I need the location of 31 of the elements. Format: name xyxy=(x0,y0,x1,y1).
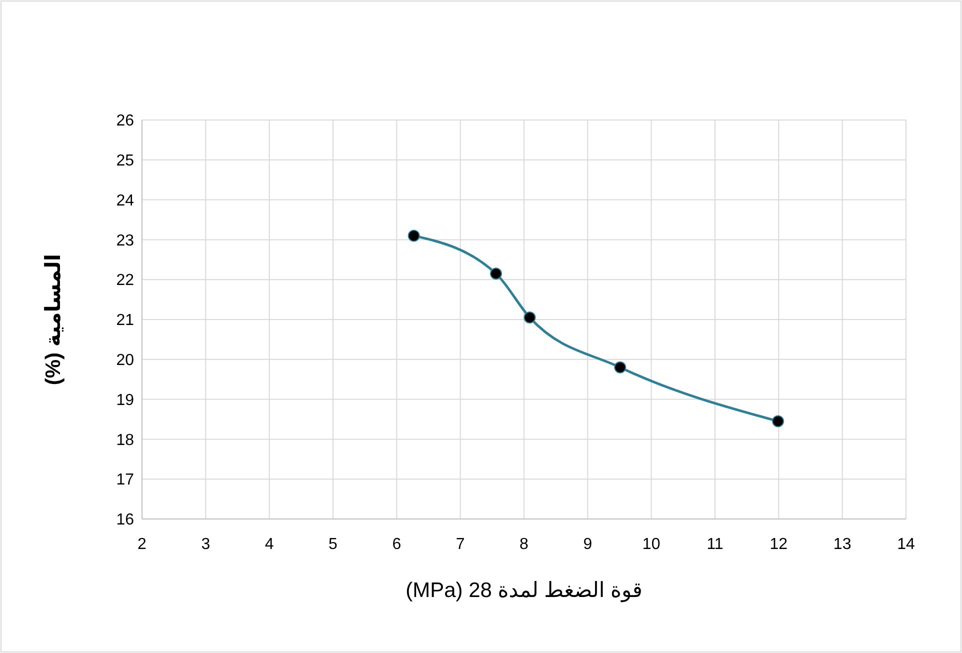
y-tick-label: 22 xyxy=(116,272,134,290)
y-tick-label: 20 xyxy=(116,352,134,369)
y-tick-label: 25 xyxy=(116,152,134,170)
x-tick-label: 12 xyxy=(770,536,788,553)
y-tick-label: 26 xyxy=(116,112,134,130)
y-tick-label: 21 xyxy=(116,312,134,330)
y-tick-label: 24 xyxy=(116,192,134,210)
x-tick-label: 8 xyxy=(520,536,529,553)
y-tick-label: 19 xyxy=(116,392,134,409)
x-tick-label: 13 xyxy=(833,536,852,553)
x-tick-label: 2 xyxy=(138,536,147,553)
x-tick-label: 4 xyxy=(264,536,274,553)
x-axis-title: قوة الضغط لمدة 28 (MPa) xyxy=(406,579,642,603)
point xyxy=(408,230,420,242)
x-tick-label: 5 xyxy=(328,536,338,553)
x-tick-label: 11 xyxy=(706,536,724,553)
x-tick-label: 3 xyxy=(201,536,210,553)
x-tick-label: 10 xyxy=(642,536,660,553)
y-axis-title: المسامية (%) xyxy=(42,254,65,386)
point xyxy=(614,361,626,374)
point xyxy=(490,268,502,280)
x-tick-label: 9 xyxy=(583,536,592,553)
y-tick-label: 23 xyxy=(116,232,134,250)
y-tick-label: 16 xyxy=(116,512,134,529)
point xyxy=(772,415,784,428)
x-tick-label: 6 xyxy=(392,536,402,553)
y-tick-label: 17 xyxy=(116,472,134,489)
x-tick-label: 14 xyxy=(897,536,915,553)
point xyxy=(524,312,536,324)
x-tick-label: 7 xyxy=(456,536,465,553)
y-tick-label: 18 xyxy=(116,432,134,449)
